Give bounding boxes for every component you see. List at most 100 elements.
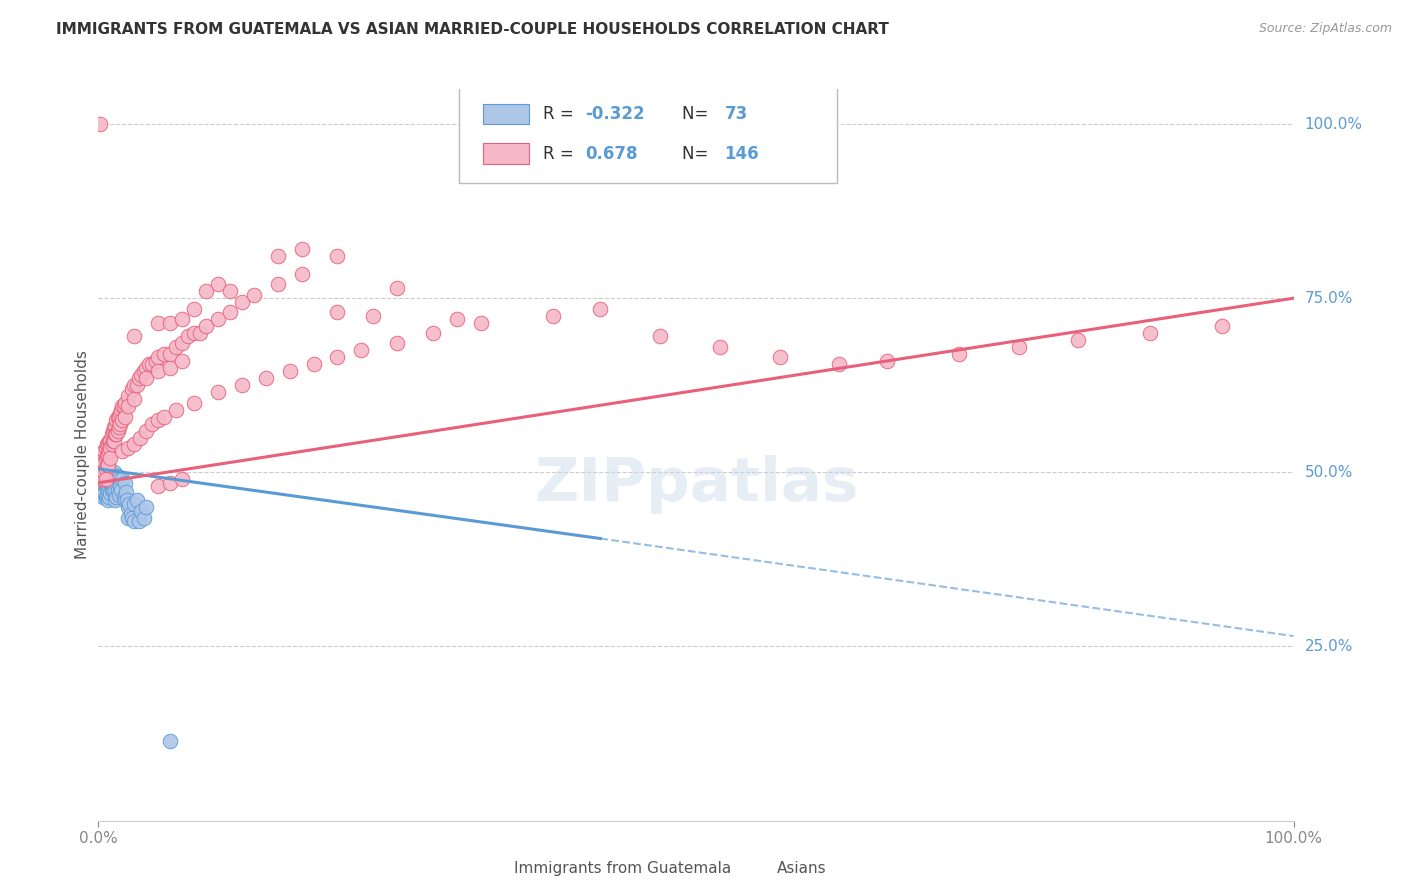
Text: R =: R = (543, 145, 585, 162)
Point (159, 316, 181, 330)
Point (446, 312, 468, 326)
Point (94, 451, 117, 466)
Point (141, 357, 163, 371)
Text: Source: ZipAtlas.com: Source: ZipAtlas.com (1258, 22, 1392, 36)
Point (132, 510, 155, 524)
Point (231, 294, 253, 309)
Point (124, 392, 146, 407)
Point (132, 364, 155, 378)
Point (94, 458, 117, 473)
Point (117, 500, 139, 515)
Point (96, 444, 118, 458)
Point (91, 451, 114, 466)
Point (589, 301, 612, 316)
Point (91, 468, 114, 483)
Point (98, 475, 122, 490)
Point (112, 490, 135, 504)
Point (108, 479, 131, 493)
Point (103, 420, 125, 434)
Point (124, 497, 146, 511)
Point (93, 478, 115, 492)
Point (148, 413, 170, 427)
Point (98, 490, 121, 504)
Point (302, 357, 325, 371)
Point (290, 243, 312, 257)
Point (104, 493, 127, 508)
Point (89, 466, 111, 480)
Point (243, 287, 266, 301)
Point (117, 510, 139, 524)
Point (118, 497, 141, 511)
Text: N=: N= (682, 145, 713, 162)
Point (121, 382, 143, 396)
Point (128, 371, 150, 385)
Point (153, 409, 176, 424)
Point (94, 479, 117, 493)
Point (124, 437, 146, 451)
Point (114, 493, 136, 508)
Point (121, 510, 143, 524)
Point (172, 472, 194, 486)
Point (105, 427, 128, 442)
Point (648, 329, 672, 343)
Point (159, 475, 181, 490)
Text: N=: N= (682, 105, 713, 123)
Point (91, 472, 114, 486)
Point (105, 475, 128, 490)
Point (115, 484, 138, 499)
Text: 146: 146 (724, 145, 759, 162)
Point (219, 284, 242, 298)
Point (98, 486, 122, 500)
Point (98, 444, 121, 458)
Point (93, 462, 115, 476)
Point (159, 360, 181, 375)
Text: 73: 73 (724, 105, 748, 123)
Point (98, 434, 121, 448)
Point (207, 385, 229, 400)
Point (107, 468, 129, 483)
Text: 75.0%: 75.0% (1305, 291, 1353, 306)
Point (177, 329, 200, 343)
Point (148, 479, 170, 493)
Text: Asians: Asians (778, 862, 827, 877)
Point (148, 364, 170, 378)
Point (94, 490, 117, 504)
Point (107, 483, 129, 497)
Point (103, 434, 125, 448)
Point (124, 329, 146, 343)
Point (172, 312, 194, 326)
Point (98, 434, 122, 448)
Point (172, 354, 194, 368)
Text: -0.322: -0.322 (585, 105, 644, 123)
Point (107, 472, 129, 486)
Point (117, 389, 139, 403)
Point (183, 326, 205, 340)
Point (1139, 326, 1161, 340)
Point (97, 458, 120, 473)
Point (129, 430, 152, 444)
Point (172, 336, 194, 351)
Point (93, 444, 115, 458)
Point (91, 466, 114, 480)
Point (135, 424, 157, 438)
FancyBboxPatch shape (720, 859, 765, 878)
Point (876, 354, 898, 368)
Point (254, 371, 277, 385)
Point (385, 281, 409, 295)
Point (111, 399, 134, 413)
Point (94, 462, 117, 476)
Text: 25.0%: 25.0% (1305, 639, 1353, 654)
Point (91, 448, 114, 462)
Point (93, 486, 115, 500)
Point (104, 483, 127, 497)
Point (165, 402, 187, 417)
Point (93, 466, 115, 480)
Point (135, 371, 157, 385)
Point (107, 424, 129, 438)
Point (97, 448, 120, 462)
Point (91, 479, 114, 493)
Point (326, 249, 349, 263)
Point (114, 409, 136, 424)
Point (90, 462, 112, 476)
Point (385, 336, 409, 351)
